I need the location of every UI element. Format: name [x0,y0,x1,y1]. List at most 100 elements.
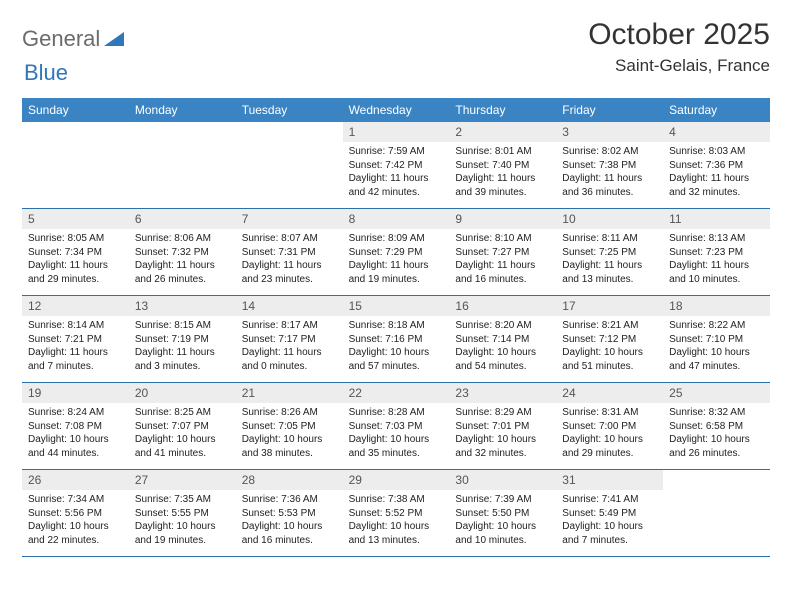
day-details: Sunrise: 8:31 AMSunset: 7:00 PMDaylight:… [556,403,663,464]
day-cell: 10Sunrise: 8:11 AMSunset: 7:25 PMDayligh… [556,209,663,295]
day-number: 25 [663,383,770,403]
day-cell [129,122,236,208]
daylight-text: Daylight: 10 hours and 38 minutes. [242,433,337,460]
day-number: 31 [556,470,663,490]
sunrise-text: Sunrise: 8:11 AM [562,232,657,246]
sunrise-text: Sunrise: 8:24 AM [28,406,123,420]
daylight-text: Daylight: 10 hours and 44 minutes. [28,433,123,460]
week-row: 26Sunrise: 7:34 AMSunset: 5:56 PMDayligh… [22,470,770,557]
day-number: 10 [556,209,663,229]
daylight-text: Daylight: 11 hours and 19 minutes. [349,259,444,286]
day-details: Sunrise: 8:06 AMSunset: 7:32 PMDaylight:… [129,229,236,290]
week-row: 19Sunrise: 8:24 AMSunset: 7:08 PMDayligh… [22,383,770,470]
daylight-text: Daylight: 11 hours and 13 minutes. [562,259,657,286]
title-block: October 2025 Saint-Gelais, France [588,18,770,76]
day-details: Sunrise: 8:07 AMSunset: 7:31 PMDaylight:… [236,229,343,290]
sunrise-text: Sunrise: 8:21 AM [562,319,657,333]
daylight-text: Daylight: 10 hours and 32 minutes. [455,433,550,460]
day-number: 11 [663,209,770,229]
day-number: 7 [236,209,343,229]
day-details: Sunrise: 8:28 AMSunset: 7:03 PMDaylight:… [343,403,450,464]
sunrise-text: Sunrise: 8:09 AM [349,232,444,246]
sunset-text: Sunset: 7:05 PM [242,420,337,434]
daylight-text: Daylight: 10 hours and 22 minutes. [28,520,123,547]
sunrise-text: Sunrise: 7:36 AM [242,493,337,507]
sunset-text: Sunset: 7:38 PM [562,159,657,173]
calendar-page: General October 2025 Saint-Gelais, Franc… [0,0,792,557]
daylight-text: Daylight: 11 hours and 29 minutes. [28,259,123,286]
day-number: 6 [129,209,236,229]
day-number: 14 [236,296,343,316]
sunset-text: Sunset: 7:40 PM [455,159,550,173]
day-cell: 9Sunrise: 8:10 AMSunset: 7:27 PMDaylight… [449,209,556,295]
day-number: 8 [343,209,450,229]
day-number: 17 [556,296,663,316]
sunset-text: Sunset: 5:52 PM [349,507,444,521]
daylight-text: Daylight: 10 hours and 51 minutes. [562,346,657,373]
sunrise-text: Sunrise: 8:07 AM [242,232,337,246]
day-details: Sunrise: 8:25 AMSunset: 7:07 PMDaylight:… [129,403,236,464]
sunset-text: Sunset: 5:50 PM [455,507,550,521]
sunset-text: Sunset: 7:08 PM [28,420,123,434]
day-details: Sunrise: 8:21 AMSunset: 7:12 PMDaylight:… [556,316,663,377]
sunset-text: Sunset: 7:34 PM [28,246,123,260]
sunset-text: Sunset: 6:58 PM [669,420,764,434]
sunset-text: Sunset: 7:07 PM [135,420,230,434]
day-cell: 27Sunrise: 7:35 AMSunset: 5:55 PMDayligh… [129,470,236,556]
day-number: 4 [663,122,770,142]
sunrise-text: Sunrise: 8:31 AM [562,406,657,420]
sunset-text: Sunset: 7:19 PM [135,333,230,347]
day-number: 2 [449,122,556,142]
day-details: Sunrise: 7:41 AMSunset: 5:49 PMDaylight:… [556,490,663,551]
sunrise-text: Sunrise: 7:38 AM [349,493,444,507]
daylight-text: Daylight: 11 hours and 39 minutes. [455,172,550,199]
day-cell: 3Sunrise: 8:02 AMSunset: 7:38 PMDaylight… [556,122,663,208]
day-details: Sunrise: 8:29 AMSunset: 7:01 PMDaylight:… [449,403,556,464]
daylight-text: Daylight: 11 hours and 7 minutes. [28,346,123,373]
day-number: 3 [556,122,663,142]
dow-sunday: Sunday [22,98,129,122]
daylight-text: Daylight: 10 hours and 54 minutes. [455,346,550,373]
sunrise-text: Sunrise: 8:17 AM [242,319,337,333]
sunrise-text: Sunrise: 8:02 AM [562,145,657,159]
daylight-text: Daylight: 11 hours and 42 minutes. [349,172,444,199]
sunrise-text: Sunrise: 7:34 AM [28,493,123,507]
day-cell: 22Sunrise: 8:28 AMSunset: 7:03 PMDayligh… [343,383,450,469]
day-number: 21 [236,383,343,403]
day-cell: 15Sunrise: 8:18 AMSunset: 7:16 PMDayligh… [343,296,450,382]
daylight-text: Daylight: 10 hours and 29 minutes. [562,433,657,460]
day-cell: 28Sunrise: 7:36 AMSunset: 5:53 PMDayligh… [236,470,343,556]
week-row: 1Sunrise: 7:59 AMSunset: 7:42 PMDaylight… [22,122,770,209]
sunset-text: Sunset: 7:16 PM [349,333,444,347]
sunset-text: Sunset: 7:00 PM [562,420,657,434]
day-details: Sunrise: 8:17 AMSunset: 7:17 PMDaylight:… [236,316,343,377]
day-cell [236,122,343,208]
day-details: Sunrise: 8:01 AMSunset: 7:40 PMDaylight:… [449,142,556,203]
day-details: Sunrise: 7:34 AMSunset: 5:56 PMDaylight:… [22,490,129,551]
daylight-text: Daylight: 10 hours and 41 minutes. [135,433,230,460]
daylight-text: Daylight: 10 hours and 10 minutes. [455,520,550,547]
sunset-text: Sunset: 7:14 PM [455,333,550,347]
sunset-text: Sunset: 5:55 PM [135,507,230,521]
sunrise-text: Sunrise: 7:39 AM [455,493,550,507]
day-number: 19 [22,383,129,403]
day-of-week-header: Sunday Monday Tuesday Wednesday Thursday… [22,98,770,122]
brand-word-2: Blue [24,60,68,85]
dow-wednesday: Wednesday [343,98,450,122]
dow-tuesday: Tuesday [236,98,343,122]
dow-friday: Friday [556,98,663,122]
day-cell: 18Sunrise: 8:22 AMSunset: 7:10 PMDayligh… [663,296,770,382]
day-number: 23 [449,383,556,403]
week-row: 5Sunrise: 8:05 AMSunset: 7:34 PMDaylight… [22,209,770,296]
daylight-text: Daylight: 10 hours and 19 minutes. [135,520,230,547]
daylight-text: Daylight: 10 hours and 47 minutes. [669,346,764,373]
location-title: Saint-Gelais, France [588,56,770,76]
brand-word-1: General [22,26,100,52]
sunrise-text: Sunrise: 7:35 AM [135,493,230,507]
daylight-text: Daylight: 11 hours and 23 minutes. [242,259,337,286]
day-cell: 4Sunrise: 8:03 AMSunset: 7:36 PMDaylight… [663,122,770,208]
day-cell: 20Sunrise: 8:25 AMSunset: 7:07 PMDayligh… [129,383,236,469]
brand-logo: General [22,18,126,52]
sunrise-text: Sunrise: 8:29 AM [455,406,550,420]
day-cell: 23Sunrise: 8:29 AMSunset: 7:01 PMDayligh… [449,383,556,469]
